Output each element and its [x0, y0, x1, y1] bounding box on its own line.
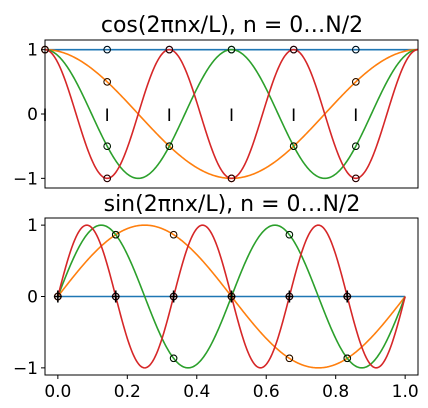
- sin-sample-outline-n1-4: [285, 354, 294, 363]
- sin-ytick-label-1: 0: [27, 288, 38, 308]
- cos-sample-label-2: I: [167, 106, 172, 126]
- cos-ytick-label-1: 0: [27, 105, 38, 125]
- sin-sample-cross-1: [111, 290, 120, 303]
- sin-sample-outline-n2-1: [111, 230, 120, 239]
- sin-sample-cross-3: [227, 290, 236, 303]
- sin-xtick-label-0: 0.0: [44, 382, 71, 402]
- cos-ytick-label-0: −1: [13, 169, 38, 189]
- cos-sample-outline-n3-5: [352, 174, 360, 183]
- sin-xtick-label-1: 0.2: [114, 382, 141, 402]
- cos-sample-outline-n3-4: [289, 45, 298, 54]
- sin-sample-outline-n2-4: [285, 230, 294, 239]
- sin-sample-outline-n2-2: [169, 354, 178, 363]
- sin-ytick-label-0: −1: [13, 359, 38, 379]
- cos-sample-outline-n3-2: [165, 45, 174, 54]
- cos-sample-outline-n2-2: [165, 142, 174, 150]
- cos-sample-outline-n3-3: [227, 174, 236, 183]
- cos-sample-outline-n1-5: [352, 78, 360, 86]
- sin-xtick-label-4: 0.8: [322, 382, 349, 402]
- sin-sample-outline-n2-5: [343, 354, 352, 363]
- sin-panel: sin(2πnx/L), n = 0…N/2 −1 0 1 0.0 0.2 0.4 0.6 0…: [13, 192, 419, 402]
- cos-sample-label-5: I: [353, 106, 358, 126]
- cos-sample-label-3: I: [229, 106, 234, 126]
- cos-sample-outline-n0-5: [352, 45, 360, 54]
- sin-sample-cross-2: [169, 290, 178, 303]
- cos-sample-outline-n3-1: [103, 174, 111, 183]
- cos-series-n2-line: [44, 48, 419, 180]
- sin-xtick-label-2: 0.4: [183, 382, 210, 402]
- cos-sample-label-1: I: [105, 106, 110, 126]
- cos-panel-title: cos(2πnx/L), n = 0…N/2: [101, 13, 363, 38]
- cos-sample-outline-n0-1: [103, 45, 111, 54]
- cos-sample-outline-n2-3: [227, 45, 236, 54]
- sin-xtick-label-3: 0.6: [253, 382, 280, 402]
- sin-panel-title: sin(2πnx/L), n = 0…N/2: [104, 192, 361, 217]
- sin-sample-outline-n1-2: [169, 230, 178, 239]
- cos-panel: cos(2πnx/L), n = 0…N/2 I I I I I I−101: [13, 13, 419, 189]
- cos-series-n3-line: [44, 48, 419, 180]
- cos-sample-outline-n2-5: [352, 142, 360, 150]
- sin-sample-cross-4: [285, 290, 294, 303]
- cos-sample-outline-n2-1: [103, 142, 111, 150]
- cos-sample-label-4: I: [291, 106, 296, 126]
- sin-sample-cross-5: [343, 290, 352, 303]
- cos-sample-outline-n2-4: [289, 142, 298, 150]
- cos-ytick-label-2: 1: [27, 41, 38, 61]
- sin-ytick-label-2: 1: [27, 216, 38, 236]
- cos-sample-outline-n1-1: [103, 78, 111, 86]
- sin-xtick-label-5: 1.0: [392, 382, 419, 402]
- sin-sample-cross-0: [53, 290, 62, 303]
